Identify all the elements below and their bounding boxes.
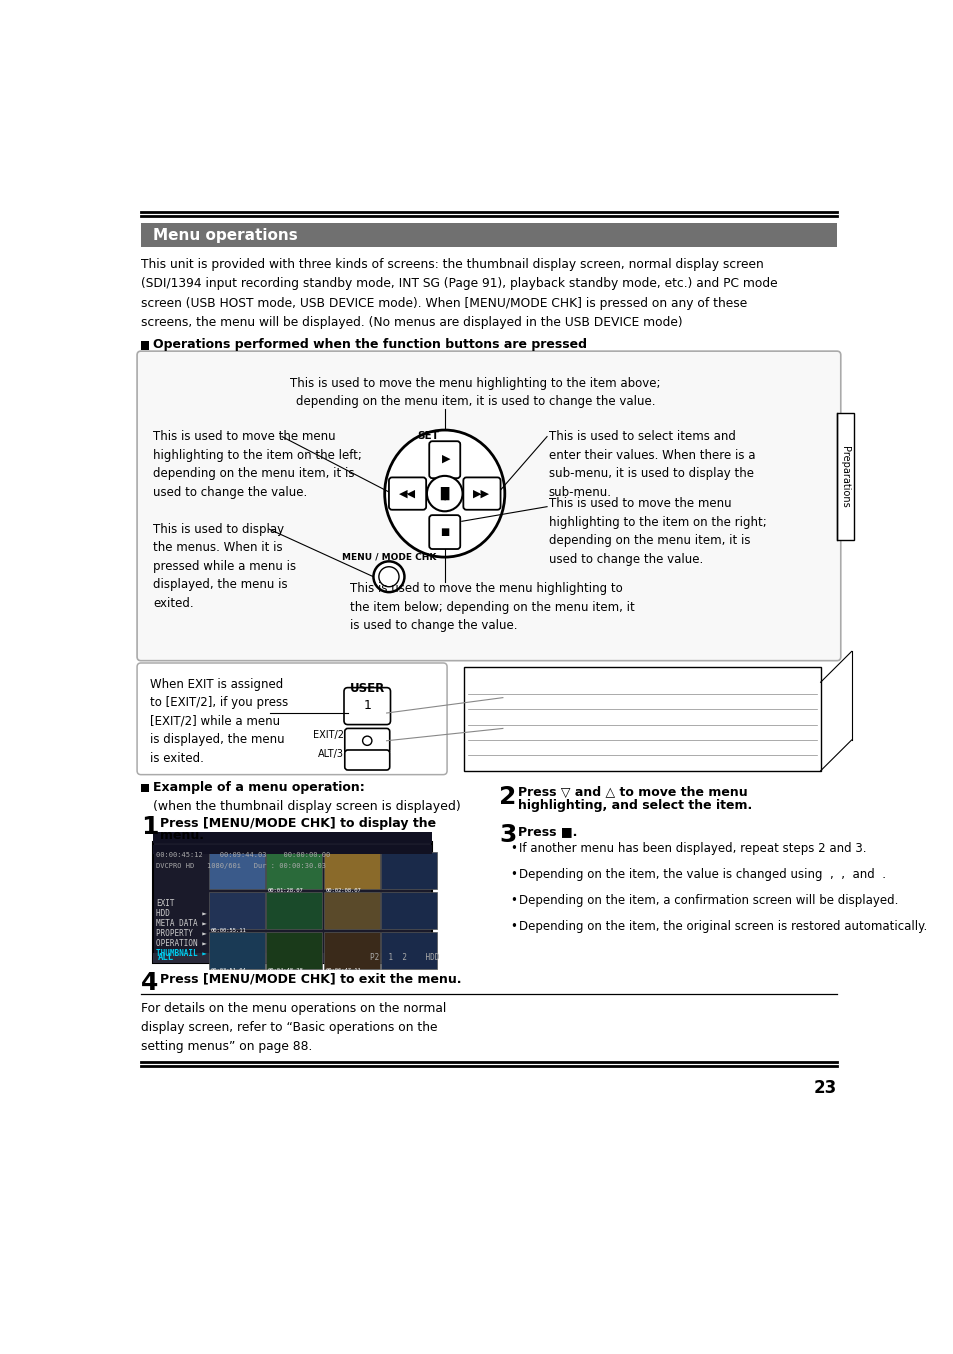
Text: Menu operations: Menu operations: [153, 227, 297, 244]
Text: (when the thumbnail display screen is displayed): (when the thumbnail display screen is di…: [153, 800, 460, 812]
Text: 00:00:45:12    00:09:44.03    00:00:00.00: 00:00:45:12 00:09:44.03 00:00:00.00: [156, 853, 331, 858]
FancyBboxPatch shape: [344, 728, 390, 753]
Bar: [381, 892, 436, 929]
Bar: [209, 933, 265, 969]
Text: •: •: [509, 894, 517, 907]
Text: This is used to move the menu highlighting to the item above;
depending on the m: This is used to move the menu highlighti…: [291, 376, 660, 408]
Text: THUMBNAIL ►: THUMBNAIL ►: [156, 949, 207, 959]
Text: 1: 1: [363, 699, 371, 712]
Bar: [153, 842, 432, 963]
FancyBboxPatch shape: [137, 663, 447, 774]
Text: 00:04:48.28: 00:04:48.28: [268, 968, 303, 974]
Bar: [381, 853, 436, 890]
Bar: [153, 952, 432, 963]
Text: Depending on the item, the value is changed using  ,  ,  and  .: Depending on the item, the value is chan…: [518, 868, 885, 881]
Text: If another menu has been displayed, repeat steps 2 and 3.: If another menu has been displayed, repe…: [518, 842, 865, 854]
Text: highlighting, and select the item.: highlighting, and select the item.: [517, 799, 751, 811]
Circle shape: [373, 562, 404, 592]
Text: Depending on the item, a confirmation screen will be displayed.: Depending on the item, a confirmation sc…: [518, 894, 898, 907]
Text: Press [MENU/MODE CHK] to exit the menu.: Press [MENU/MODE CHK] to exit the menu.: [159, 972, 460, 986]
Text: 00:02:08.07: 00:02:08.07: [325, 888, 361, 892]
Text: SET: SET: [416, 431, 438, 441]
Text: 00:03:51.04: 00:03:51.04: [211, 968, 246, 974]
Bar: [323, 892, 379, 929]
Text: 00:06:47.11: 00:06:47.11: [325, 968, 361, 974]
FancyBboxPatch shape: [429, 515, 459, 548]
Text: 00:01:28.07: 00:01:28.07: [268, 888, 303, 892]
Text: Example of a menu operation:: Example of a menu operation:: [153, 781, 365, 795]
Circle shape: [427, 475, 462, 512]
Text: 4: 4: [141, 971, 158, 995]
Text: PROPERTY  ►: PROPERTY ►: [156, 929, 207, 938]
Bar: [323, 933, 379, 969]
FancyBboxPatch shape: [137, 351, 840, 661]
Bar: [836, 413, 853, 540]
Text: Operations performed when the function buttons are pressed: Operations performed when the function b…: [153, 338, 587, 352]
Text: ALT/3: ALT/3: [317, 749, 344, 758]
Text: USER: USER: [349, 682, 384, 695]
Text: •: •: [509, 921, 517, 933]
Text: META DATA ►: META DATA ►: [156, 919, 207, 929]
Text: 3: 3: [498, 823, 516, 848]
FancyBboxPatch shape: [344, 750, 390, 770]
Text: This is used to display
the menus. When it is
pressed while a menu is
displayed,: This is used to display the menus. When …: [153, 523, 296, 609]
Text: OPERATION ►: OPERATION ►: [156, 940, 207, 948]
Text: This is used to move the menu highlighting to
the item below; depending on the m: This is used to move the menu highlighti…: [350, 582, 635, 632]
FancyBboxPatch shape: [429, 441, 459, 478]
Text: ◀◀: ◀◀: [398, 489, 416, 498]
Bar: [141, 784, 150, 792]
Text: HDD       ►: HDD ►: [156, 910, 207, 918]
Text: Press [MENU/MODE CHK] to display the: Press [MENU/MODE CHK] to display the: [159, 816, 436, 830]
Text: Press ▽ and △ to move the menu: Press ▽ and △ to move the menu: [517, 787, 746, 799]
Text: This is used to move the menu
highlighting to the item on the right;
depending o: This is used to move the menu highlighti…: [548, 497, 765, 566]
Text: menu.: menu.: [159, 829, 203, 842]
Text: 00:00:55.11: 00:00:55.11: [211, 927, 246, 933]
FancyBboxPatch shape: [463, 478, 500, 509]
Text: MENU / MODE CHK: MENU / MODE CHK: [341, 552, 436, 561]
Text: ▶: ▶: [441, 454, 450, 464]
Bar: [141, 222, 836, 248]
Text: DVCPRO HD   1080/60i   Dur : 00:00:30.03: DVCPRO HD 1080/60i Dur : 00:00:30.03: [156, 864, 326, 869]
Text: •: •: [509, 842, 517, 854]
Text: When EXIT is assigned
to [EXIT/2], if you press
[EXIT/2] while a menu
is display: When EXIT is assigned to [EXIT/2], if yo…: [150, 677, 288, 765]
Text: Preparations: Preparations: [840, 445, 849, 508]
Text: ALL: ALL: [158, 953, 174, 963]
Text: P2  1  2    HDD: P2 1 2 HDD: [370, 953, 439, 963]
Bar: [209, 853, 265, 890]
Bar: [381, 933, 436, 969]
Bar: [209, 892, 265, 929]
Text: This is used to move the menu
highlighting to the item on the left;
depending on: This is used to move the menu highlighti…: [153, 431, 362, 498]
Text: 23: 23: [813, 1079, 836, 1097]
Bar: [266, 892, 322, 929]
Text: Depending on the item, the original screen is restored automatically.: Depending on the item, the original scre…: [518, 921, 926, 933]
Text: This unit is provided with three kinds of screens: the thumbnail display screen,: This unit is provided with three kinds o…: [141, 259, 777, 329]
Text: Press ■.: Press ■.: [517, 825, 577, 838]
Bar: [153, 845, 432, 854]
Text: 1: 1: [141, 815, 158, 839]
Text: ■: ■: [439, 527, 449, 538]
Text: For details on the menu operations on the normal
display screen, refer to “Basic: For details on the menu operations on th…: [141, 1002, 446, 1053]
Text: EXIT: EXIT: [156, 899, 174, 909]
Text: ▐▌: ▐▌: [435, 487, 454, 500]
Bar: [153, 833, 432, 844]
Text: This is used to select items and
enter their values. When there is a
sub-menu, i: This is used to select items and enter t…: [548, 431, 755, 498]
Text: 2: 2: [498, 784, 516, 808]
Text: ▶▶: ▶▶: [473, 489, 490, 498]
FancyBboxPatch shape: [464, 666, 820, 770]
FancyBboxPatch shape: [344, 688, 390, 724]
Ellipse shape: [384, 431, 504, 556]
Bar: [266, 933, 322, 969]
FancyBboxPatch shape: [389, 478, 426, 509]
Text: EXIT/2: EXIT/2: [313, 730, 344, 739]
Text: •: •: [509, 868, 517, 881]
Bar: [266, 853, 322, 890]
Bar: [141, 341, 150, 349]
Bar: [323, 853, 379, 890]
